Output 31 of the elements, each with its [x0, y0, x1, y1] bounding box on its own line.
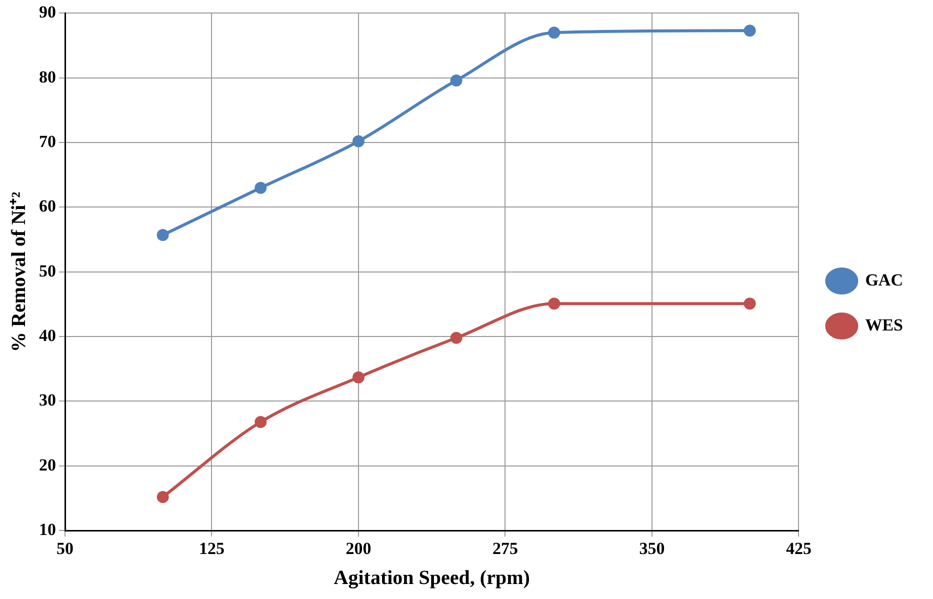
- point: [744, 298, 756, 310]
- y-tick-label: 20: [39, 455, 56, 474]
- y-tick-label: 90: [39, 2, 56, 22]
- x-tick-label: 350: [639, 539, 665, 558]
- y-tick-label: 50: [39, 261, 56, 280]
- y-axis-title: % Removal of Ni⁺²: [8, 192, 30, 352]
- x-tick-label: 275: [492, 539, 518, 558]
- x-tick-label: 425: [786, 539, 812, 558]
- point: [548, 26, 560, 39]
- x-axis-title: Agitation Speed, (rpm): [334, 567, 530, 590]
- y-tick-label: 40: [39, 326, 56, 345]
- y-tick-label: 10: [39, 520, 56, 539]
- x-tick-label: 125: [198, 539, 224, 558]
- point: [450, 74, 462, 86]
- point: [254, 182, 267, 194]
- y-tick-label: 30: [39, 390, 56, 410]
- point: [254, 416, 267, 428]
- point: [156, 490, 169, 503]
- legend-label: WES: [865, 315, 904, 334]
- point: [744, 24, 756, 37]
- legend-label: GAC: [865, 270, 903, 290]
- point: [156, 229, 169, 242]
- point: [352, 135, 364, 148]
- point: [450, 332, 462, 344]
- x-tick-label: 50: [56, 539, 74, 558]
- y-tick-label: 70: [39, 132, 56, 151]
- point: [548, 298, 560, 310]
- y-tick-label: 60: [39, 196, 56, 216]
- x-tick-label: 200: [346, 539, 372, 558]
- y-tick-label: 80: [39, 67, 56, 86]
- point: [352, 371, 364, 384]
